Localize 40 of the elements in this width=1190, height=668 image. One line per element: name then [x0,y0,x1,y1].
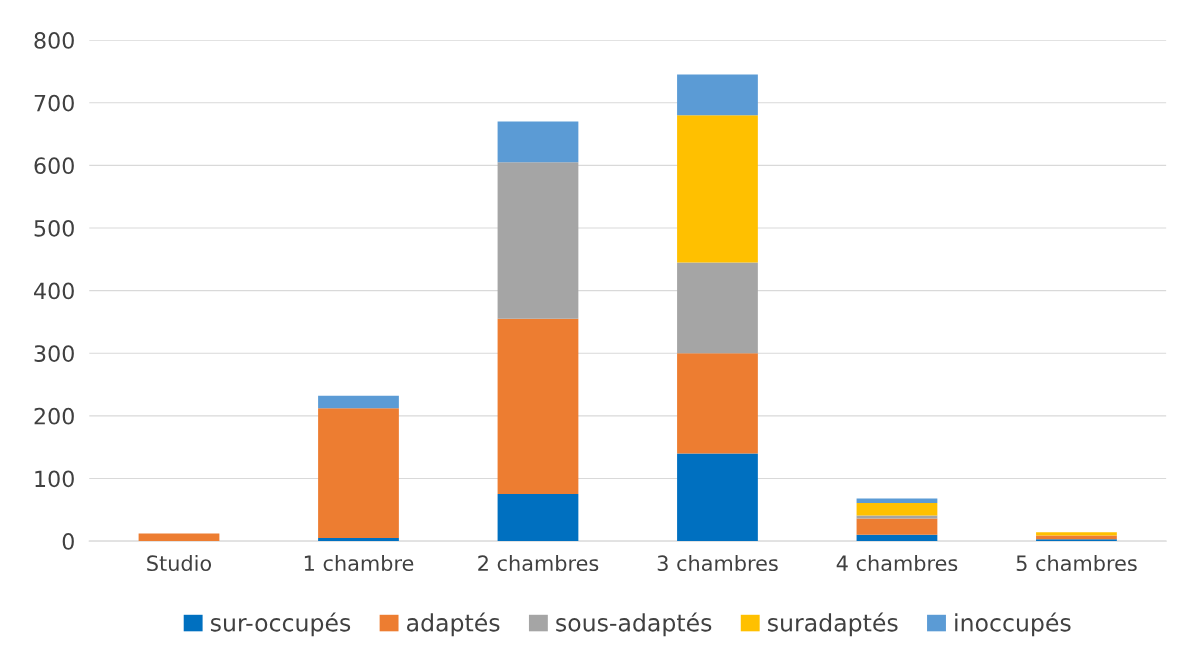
x-tick-label: 5 chambres [1016,554,1137,572]
bar [497,162,579,319]
legend-label: suradaptés [768,612,898,637]
x-tick-label: 2 chambres [478,554,599,572]
bar [856,515,938,519]
bar [856,518,938,535]
bar [677,453,758,542]
bar [677,74,758,116]
bar [677,353,758,454]
x-tick-label: 4 chambres [836,554,958,572]
bar [497,121,579,163]
y-tick-label: 500 [34,219,74,237]
bar [1036,532,1117,536]
bar [856,498,938,503]
bar [856,502,938,516]
bar [318,408,399,538]
bar [677,115,758,263]
x-tick-label: Studio [147,554,212,572]
y-tick-label: 100 [35,470,74,488]
bar [138,533,220,542]
y-tick-label: 200 [34,407,74,425]
bar [1036,535,1117,540]
y-tick-label: 800 [34,32,74,49]
bar [497,318,579,495]
legend-label: sous-adaptés [556,612,712,637]
y-tick-label: 700 [34,94,74,112]
bar [318,537,399,542]
y-tick-label: 400 [34,282,74,300]
legend-label: adaptés [407,612,500,637]
x-tick-label: 3 chambres [657,554,778,572]
legend-label: sur-occupés [210,612,351,637]
bar [318,395,399,409]
bar [497,494,579,542]
bar [677,262,758,354]
y-tick-label: 0 [62,533,74,550]
x-tick-label: 1 chambre [304,554,414,572]
y-tick-label: 600 [34,157,74,175]
bar [856,534,938,542]
legend-label: inoccupés [955,612,1071,637]
y-tick-label: 300 [34,345,74,362]
